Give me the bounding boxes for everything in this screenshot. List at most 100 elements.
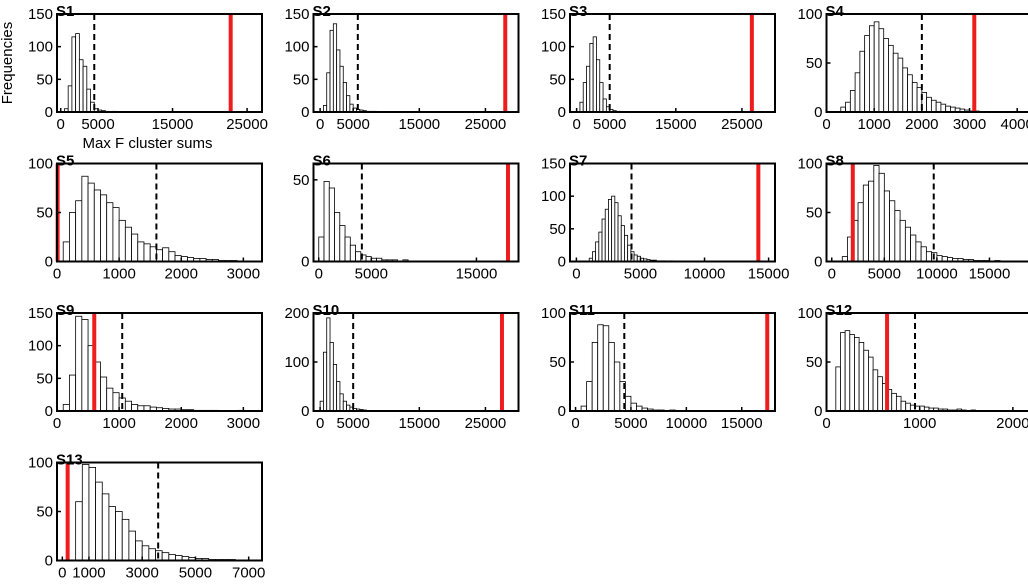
bar bbox=[75, 501, 83, 561]
bar bbox=[888, 44, 894, 113]
y-tick-label: 50 bbox=[549, 354, 566, 371]
bar bbox=[349, 244, 356, 262]
axes-box bbox=[569, 13, 776, 113]
panel-title: S9 bbox=[56, 302, 74, 319]
bar bbox=[93, 189, 101, 262]
bar bbox=[323, 181, 330, 262]
bar bbox=[873, 21, 880, 113]
y-tick-label: 100 bbox=[28, 455, 53, 472]
y-tick-label: 50 bbox=[36, 370, 53, 387]
bar bbox=[854, 337, 860, 412]
x-tick-label: 25000 bbox=[721, 116, 763, 133]
y-tick-label: 150 bbox=[28, 6, 53, 23]
x-tick-label: 3000 bbox=[227, 266, 260, 283]
bar bbox=[100, 376, 108, 412]
x-tick-label: 10000 bbox=[916, 266, 958, 283]
x-tick-label: 0 bbox=[53, 415, 61, 432]
y-tick-label: 50 bbox=[36, 205, 53, 222]
bar bbox=[332, 23, 338, 113]
y-tick-label: 50 bbox=[549, 71, 566, 88]
bar bbox=[135, 540, 143, 561]
x-tick-label: 0 bbox=[57, 116, 65, 133]
bar bbox=[589, 43, 594, 113]
bar bbox=[81, 464, 90, 561]
panel: 0 5000 15000 25000 0 50 100 150 S1 Max F cluster … bbox=[0, 3, 268, 152]
panel: 0 5000 15000 25000 0 100 200 S10 bbox=[284, 302, 520, 432]
bar bbox=[75, 33, 80, 113]
y-tick-label: 100 bbox=[28, 39, 53, 56]
y-tick-label: 50 bbox=[293, 71, 310, 88]
x-tick-label: 0 bbox=[572, 266, 580, 283]
panel-title: S6 bbox=[313, 153, 331, 170]
bar bbox=[878, 28, 885, 113]
x-tick-label: 15000 bbox=[655, 116, 697, 133]
bar bbox=[849, 90, 856, 113]
x-tick-label: 1000 bbox=[72, 565, 105, 582]
bar bbox=[620, 225, 625, 262]
x-tick-label: 15000 bbox=[969, 266, 1011, 283]
bar bbox=[889, 200, 896, 262]
bar bbox=[883, 190, 890, 262]
bar bbox=[336, 49, 341, 113]
panel: 0 1000 3000 5000 7000 0 50 100 S13 bbox=[28, 452, 265, 582]
bar bbox=[75, 315, 83, 412]
panel-title: S8 bbox=[826, 153, 844, 170]
bar bbox=[118, 219, 126, 262]
x-tick-label: 3000 bbox=[126, 565, 159, 582]
y-tick-label: 100 bbox=[28, 338, 53, 355]
bar bbox=[586, 65, 591, 113]
x-tick-label: 1000 bbox=[903, 415, 936, 432]
x-tick-label: 25000 bbox=[226, 116, 268, 133]
bar bbox=[124, 226, 132, 262]
y-tick-label: 150 bbox=[541, 156, 566, 173]
panel-title: S12 bbox=[826, 302, 853, 319]
bar bbox=[329, 29, 334, 113]
x-tick-label: 0 bbox=[572, 116, 580, 133]
y-tick-label: 50 bbox=[806, 205, 823, 222]
x-tick-label: 1000 bbox=[102, 415, 135, 432]
x-tick-label: 5000 bbox=[336, 116, 369, 133]
bar bbox=[891, 392, 897, 412]
x-tick-label: 10000 bbox=[684, 266, 726, 283]
bar bbox=[608, 199, 613, 262]
axes-box bbox=[569, 162, 776, 263]
bar bbox=[81, 319, 89, 412]
bar bbox=[899, 219, 906, 262]
y-tick-label: 0 bbox=[301, 254, 309, 271]
bar bbox=[112, 392, 120, 412]
y-tick-label: 50 bbox=[293, 172, 310, 189]
bar bbox=[81, 175, 89, 262]
x-tick-label: 2000 bbox=[165, 266, 198, 283]
x-tick-label: 5000 bbox=[179, 565, 212, 582]
x-tick-label: 0 bbox=[316, 415, 324, 432]
bar bbox=[844, 330, 851, 412]
bar bbox=[905, 402, 911, 412]
bar bbox=[868, 180, 875, 262]
bar bbox=[137, 241, 145, 262]
bar bbox=[920, 246, 927, 262]
bar bbox=[877, 376, 883, 412]
y-axis-label: Frequencies bbox=[0, 22, 16, 105]
bar bbox=[902, 67, 908, 113]
bar bbox=[342, 400, 347, 412]
x-tick-label: 0 bbox=[822, 415, 830, 432]
x-axis-label: Max F cluster sums bbox=[82, 135, 212, 152]
axes-box bbox=[56, 13, 263, 113]
bar bbox=[124, 400, 132, 412]
bar bbox=[926, 96, 932, 113]
x-tick-label: 5000 bbox=[81, 116, 114, 133]
y-tick-label: 0 bbox=[45, 553, 53, 570]
y-tick-label: 100 bbox=[797, 6, 822, 23]
bar bbox=[323, 351, 328, 412]
y-tick-label: 150 bbox=[284, 6, 309, 23]
x-tick-label: 5000 bbox=[624, 266, 657, 283]
bar bbox=[329, 341, 334, 412]
y-tick-label: 50 bbox=[36, 504, 53, 521]
bar bbox=[911, 82, 918, 113]
bar bbox=[835, 366, 841, 412]
panel-title: S3 bbox=[569, 3, 587, 20]
panel-title: S1 bbox=[56, 3, 74, 20]
panel: 0 1000 2000 0 50 100 S12 bbox=[797, 302, 1028, 432]
y-tick-label: 0 bbox=[814, 254, 822, 271]
